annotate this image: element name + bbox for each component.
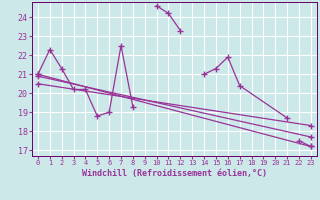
X-axis label: Windchill (Refroidissement éolien,°C): Windchill (Refroidissement éolien,°C) xyxy=(82,169,267,178)
